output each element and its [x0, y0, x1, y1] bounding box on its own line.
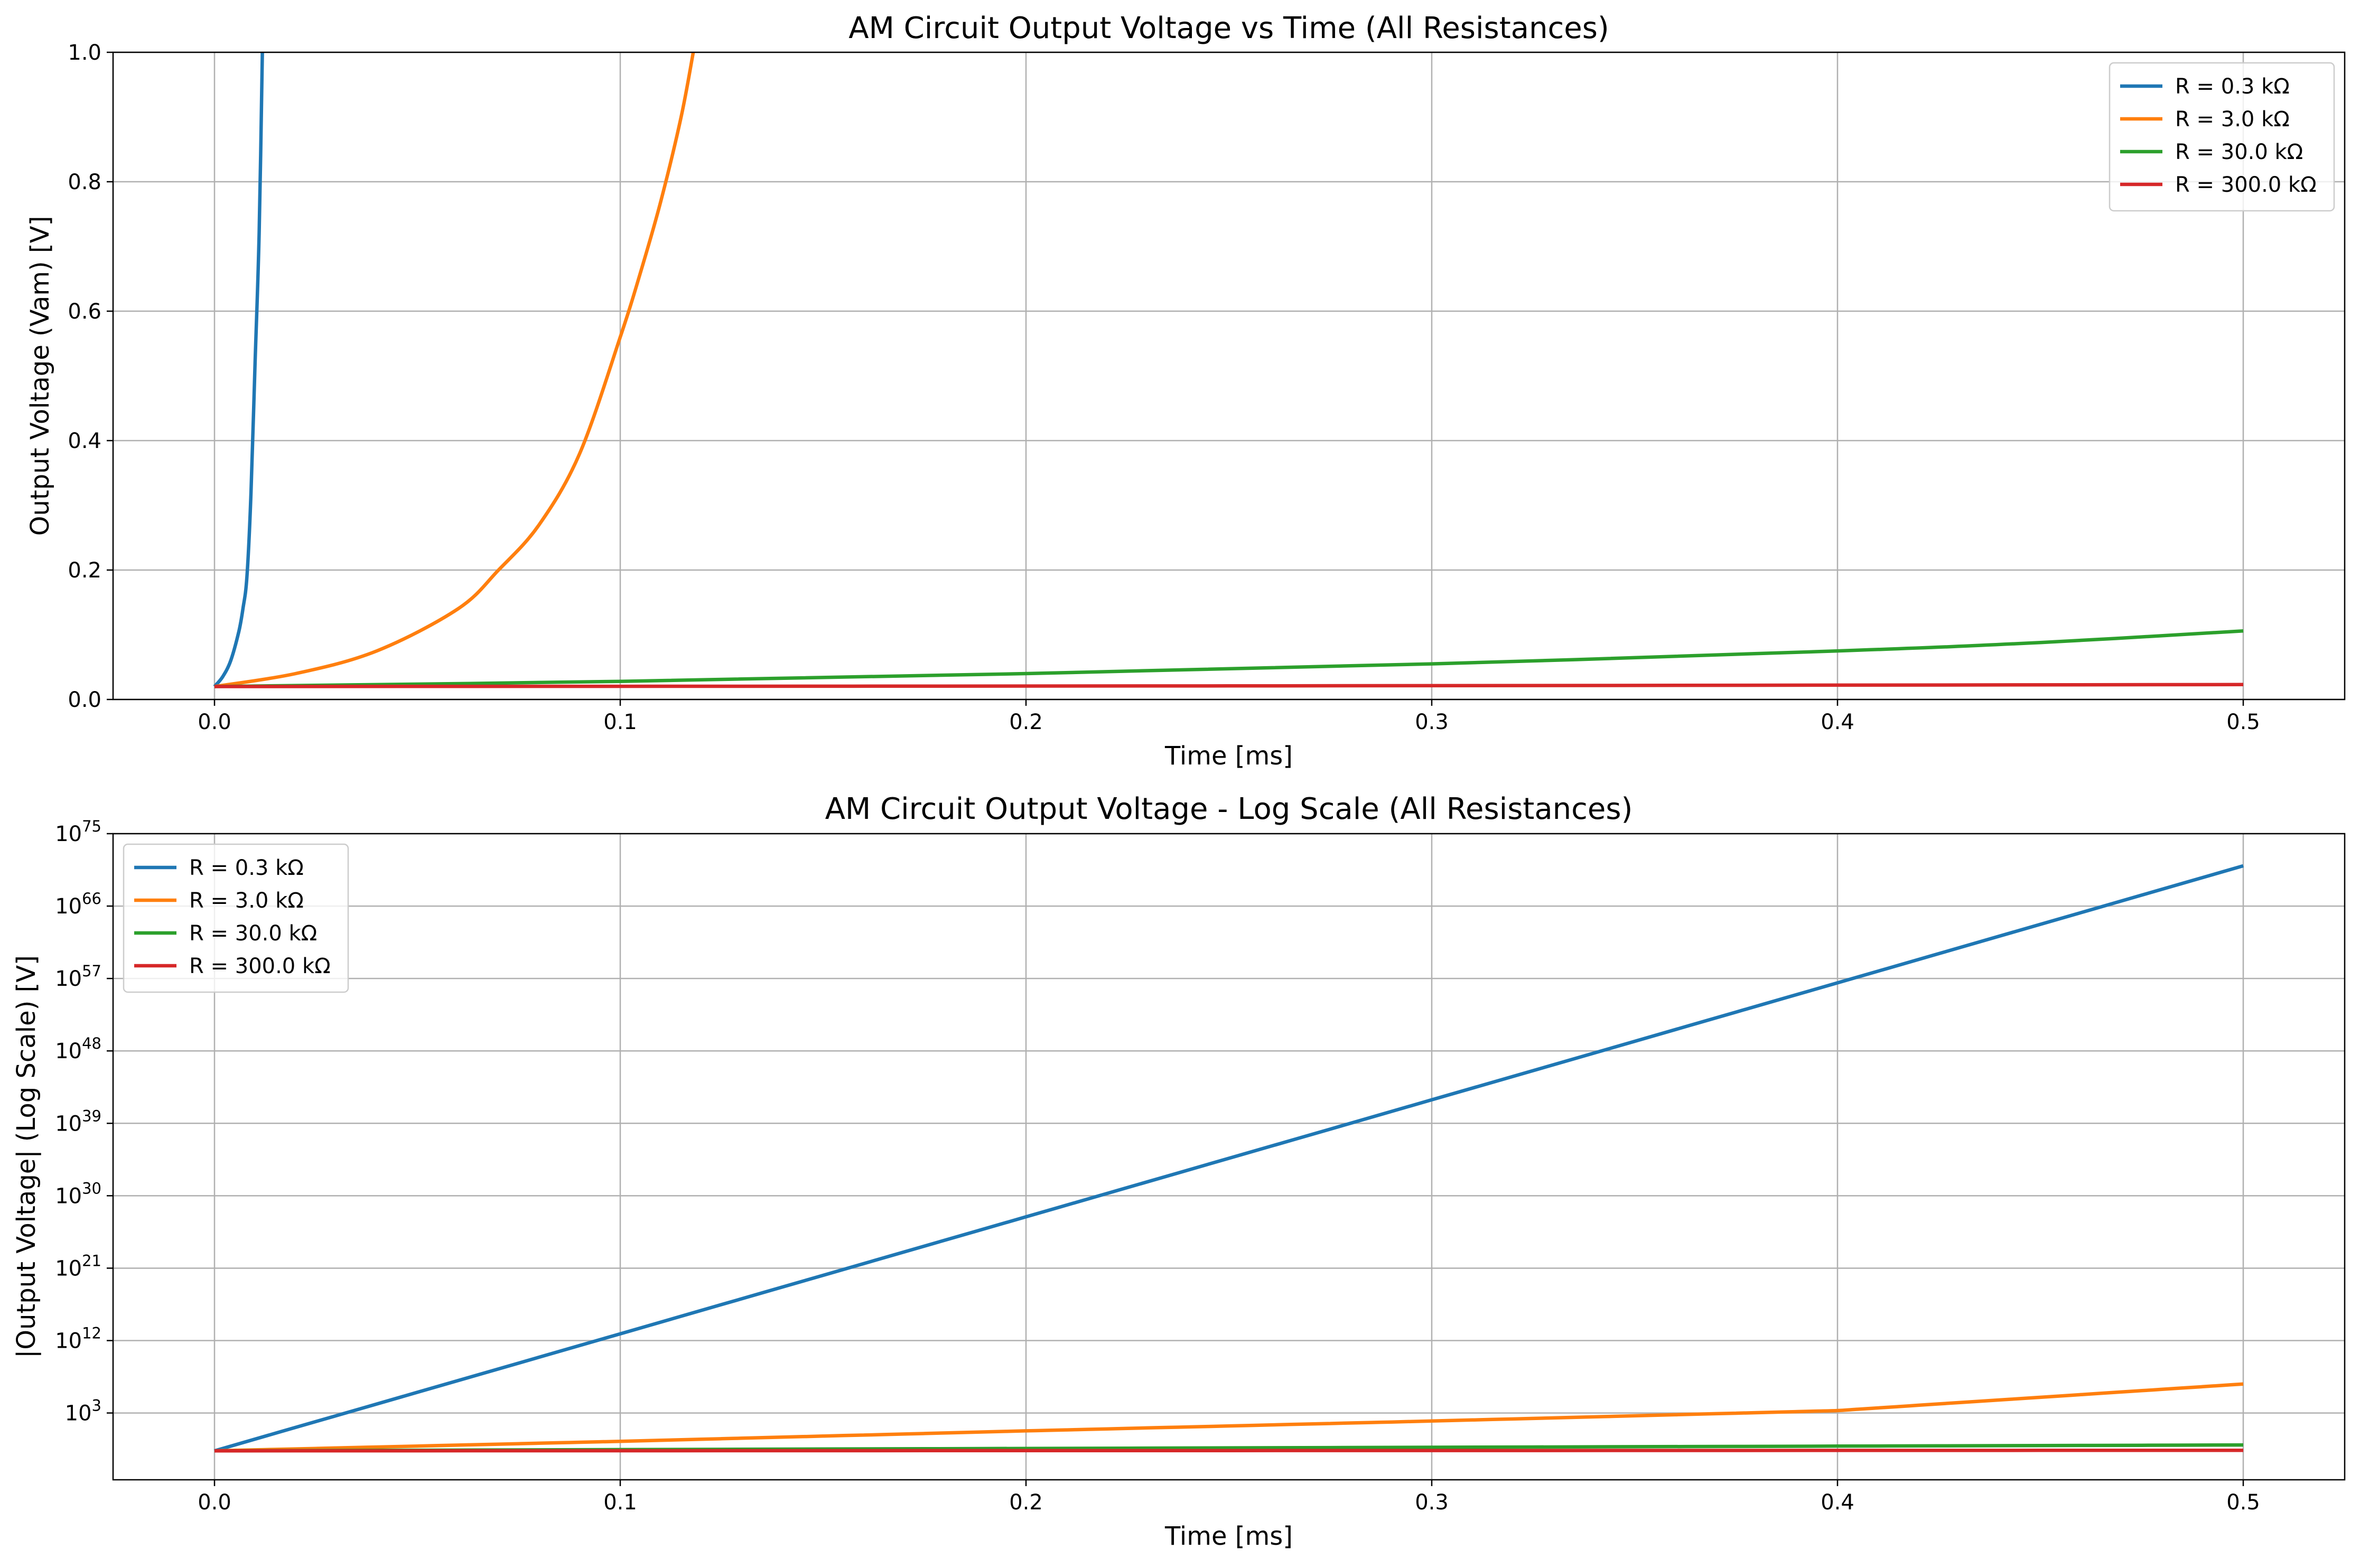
series-line	[214, 629, 2244, 688]
y-tick-label: 0.4	[68, 429, 101, 453]
y-tick-base: 10	[65, 1402, 92, 1426]
y-tick-exponent: 30	[82, 1179, 101, 1197]
legend-box	[123, 843, 349, 993]
chart-title: AM Circuit Output Voltage - Log Scale (A…	[825, 792, 1633, 826]
plot-frame	[112, 833, 2346, 1481]
y-tick-label: 1066	[55, 890, 101, 919]
y-tick-label: 0.8	[68, 170, 101, 194]
y-tick-label: 1057	[55, 962, 101, 991]
plot-frame	[112, 51, 2346, 701]
legend-label: R = 300.0 kΩ	[2175, 173, 2317, 197]
y-axis-label: Output Voltage (Vam) [V]	[25, 216, 55, 536]
x-tick-label: 0.4	[1821, 710, 1854, 734]
y-tick-base: 10	[55, 894, 82, 919]
y-tick-base: 10	[55, 1256, 82, 1281]
x-tick-label: 0.3	[1415, 1490, 1449, 1515]
series-lines	[214, 864, 2244, 1453]
series-lines	[213, 52, 2244, 688]
tick-marks: 0.0 0.1 0.2 0.3 0.4 0.51031012102110301039104…	[55, 817, 2260, 1515]
y-tick-exponent: 57	[82, 962, 101, 980]
y-tick-base: 10	[55, 1112, 82, 1136]
series-line	[214, 1382, 2244, 1453]
y-tick-label: 0.6	[68, 300, 101, 324]
x-tick-label: 0.3	[1415, 710, 1449, 734]
x-tick-label: 0.4	[1821, 1490, 1854, 1515]
series-line	[213, 52, 264, 688]
y-tick-exponent: 48	[82, 1034, 101, 1052]
legend-label: R = 3.0 kΩ	[2175, 107, 2290, 132]
legend-label: R = 0.3 kΩ	[189, 856, 304, 880]
y-tick-label: 1075	[55, 817, 101, 846]
legend-label: R = 3.0 kΩ	[189, 889, 304, 913]
x-tick-label: 0.0	[198, 1490, 231, 1515]
series-line	[214, 864, 2244, 1453]
y-tick-base: 10	[55, 1329, 82, 1354]
y-tick-label: 103	[65, 1397, 101, 1426]
x-tick-label: 0.5	[2226, 710, 2260, 734]
legend: R = 0.3 kΩ R = 3.0 kΩ R = 30.0 kΩ R = 300.0…	[2109, 62, 2335, 212]
y-tick-label: 1030	[55, 1179, 101, 1208]
y-tick-label: 1039	[55, 1107, 101, 1136]
x-tick-label: 0.0	[198, 710, 231, 734]
x-tick-label: 0.5	[2226, 1490, 2260, 1515]
series-line	[214, 683, 2244, 688]
y-axis-label: |Output Voltage| (Log Scale) [V]	[12, 955, 41, 1358]
legend-label: R = 30.0 kΩ	[2175, 140, 2303, 164]
y-tick-label: 1.0	[68, 41, 101, 65]
y-tick-base: 10	[55, 967, 82, 991]
y-tick-exponent: 66	[82, 890, 101, 908]
y-tick-exponent: 21	[82, 1252, 101, 1270]
series-line	[214, 52, 695, 688]
x-tick-label: 0.1	[603, 710, 637, 734]
y-tick-exponent: 12	[82, 1324, 101, 1342]
series-line	[214, 1448, 2244, 1453]
x-tick-label: 0.1	[603, 1490, 637, 1515]
gridlines	[113, 51, 2345, 701]
legend-label: R = 30.0 kΩ	[189, 921, 317, 946]
x-tick-label: 0.2	[1009, 710, 1043, 734]
x-tick-label: 0.2	[1009, 1490, 1043, 1515]
y-tick-label: 0.0	[68, 688, 101, 712]
x-axis-label: Time [ms]	[1164, 741, 1293, 771]
legend-label: R = 300.0 kΩ	[189, 954, 331, 978]
y-tick-label: 0.2	[68, 558, 101, 583]
legend-label: R = 0.3 kΩ	[2175, 74, 2290, 99]
log-scale-panel: 0.0 0.1 0.2 0.3 0.4 0.51031012102110301039104…	[12, 792, 2346, 1551]
tick-marks: 0.0 0.1 0.2 0.3 0.4 0.5 0.0 0.2 0.4 0.6 0.8 1.0	[68, 41, 2260, 734]
legend: R = 0.3 kΩ R = 3.0 kΩ R = 30.0 kΩ R = 300.0…	[123, 843, 349, 993]
y-tick-exponent: 39	[82, 1107, 101, 1125]
y-tick-exponent: 3	[92, 1397, 101, 1415]
y-tick-label: 1012	[55, 1324, 101, 1354]
y-tick-label: 1021	[55, 1252, 101, 1281]
y-tick-exponent: 75	[82, 817, 101, 835]
y-tick-base: 10	[55, 1039, 82, 1063]
legend-box	[2109, 62, 2335, 212]
linear-scale-panel: 0.0 0.1 0.2 0.3 0.4 0.5 0.0 0.2 0.4 0.6 0.8 1.0 AM …	[25, 11, 2346, 771]
y-tick-label: 1048	[55, 1034, 101, 1063]
x-axis-label: Time [ms]	[1164, 1522, 1293, 1551]
chart-title: AM Circuit Output Voltage vs Time (All R…	[848, 11, 1609, 45]
y-tick-base: 10	[55, 822, 82, 846]
y-tick-base: 10	[55, 1184, 82, 1208]
